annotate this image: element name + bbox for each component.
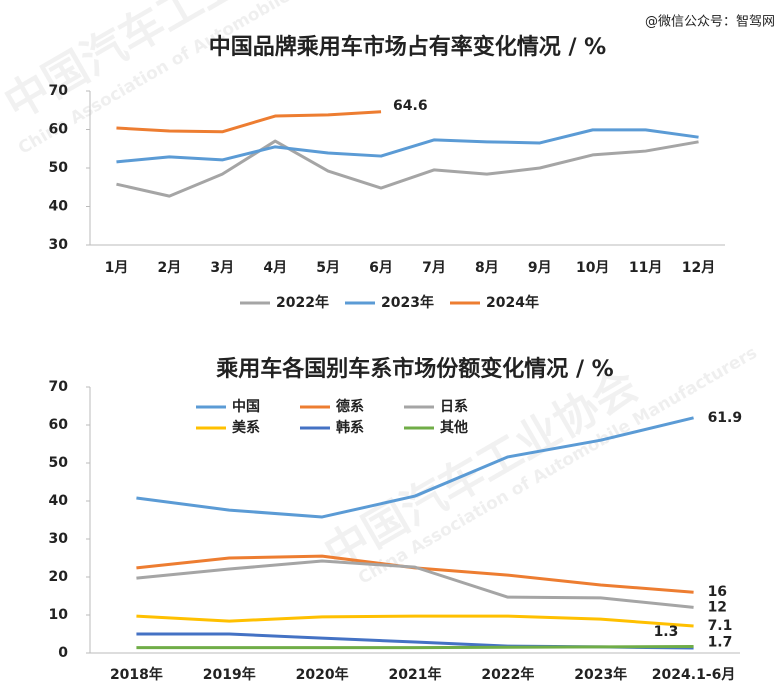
x-tick-label: 2018年 [110, 666, 163, 683]
data-label: 16 [708, 584, 727, 600]
x-tick-label: 6月 [369, 260, 393, 276]
x-tick-label: 9月 [528, 260, 552, 276]
y-tick-label: 10 [49, 607, 69, 623]
y-tick-label: 30 [49, 237, 69, 253]
legend-label: 德系 [336, 398, 364, 415]
data-label: 1.3 [654, 624, 679, 640]
x-tick-label: 2020年 [296, 666, 349, 683]
y-tick-label: 20 [49, 569, 69, 585]
x-tick-label: 2月 [158, 260, 182, 276]
series-line [116, 128, 699, 164]
series-line [136, 559, 694, 609]
watermark: 中国汽车工业协会 [316, 360, 646, 580]
chart-title: 中国品牌乘用车市场占有率变化情况 / % [209, 34, 606, 60]
y-tick-label: 50 [49, 160, 69, 176]
x-tick-label: 12月 [682, 260, 715, 276]
source: @微信公众号：智驾网 [645, 15, 775, 30]
series-line [116, 110, 382, 134]
y-tick-label: 70 [49, 379, 69, 395]
x-tick-label: 2024.1-6月 [652, 667, 736, 683]
data-label: 64.6 [393, 98, 428, 114]
x-tick-label: 10月 [576, 260, 609, 276]
x-tick-label: 3月 [210, 260, 234, 276]
data-label: 7.1 [708, 618, 733, 634]
x-tick-label: 5月 [316, 260, 340, 276]
legend-label: 日系 [440, 398, 468, 415]
series-line [136, 554, 694, 594]
x-tick-label: 2021年 [389, 666, 442, 683]
legend-label: 中国 [232, 398, 260, 415]
legend-label: 2022年 [276, 294, 329, 311]
y-tick-label: 30 [49, 531, 69, 547]
x-tick-label: 2019年 [203, 666, 256, 683]
series-line [136, 416, 694, 519]
legend-label: 美系 [232, 419, 260, 436]
data-label: 1.7 [708, 635, 733, 651]
y-tick-label: 0 [58, 645, 68, 661]
y-tick-label: 70 [49, 83, 69, 99]
data-label: 61.9 [708, 410, 743, 426]
y-tick-label: 50 [49, 455, 69, 471]
legend-label: 其他 [440, 419, 468, 436]
y-tick-label: 40 [49, 199, 69, 215]
legend-label: 韩系 [336, 419, 364, 436]
x-tick-label: 4月 [263, 260, 287, 276]
y-tick-label: 60 [49, 122, 69, 138]
x-tick-label: 2022年 [481, 666, 534, 683]
series-line [116, 139, 699, 198]
data-label: 12 [708, 599, 727, 615]
x-tick-label: 11月 [629, 260, 662, 276]
y-tick-label: 60 [49, 417, 69, 433]
x-tick-label: 2023年 [574, 666, 627, 683]
legend-label: 2023年 [381, 294, 434, 311]
series-line [136, 645, 694, 650]
x-tick-label: 8月 [475, 260, 499, 276]
x-tick-label: 1月 [105, 260, 129, 276]
series-line [136, 614, 694, 628]
y-tick-label: 40 [49, 493, 69, 509]
legend-label: 2024年 [486, 294, 539, 311]
x-tick-label: 7月 [422, 260, 446, 276]
chart-title: 乘用车各国别车系市场份额变化情况 / % [215, 356, 613, 382]
